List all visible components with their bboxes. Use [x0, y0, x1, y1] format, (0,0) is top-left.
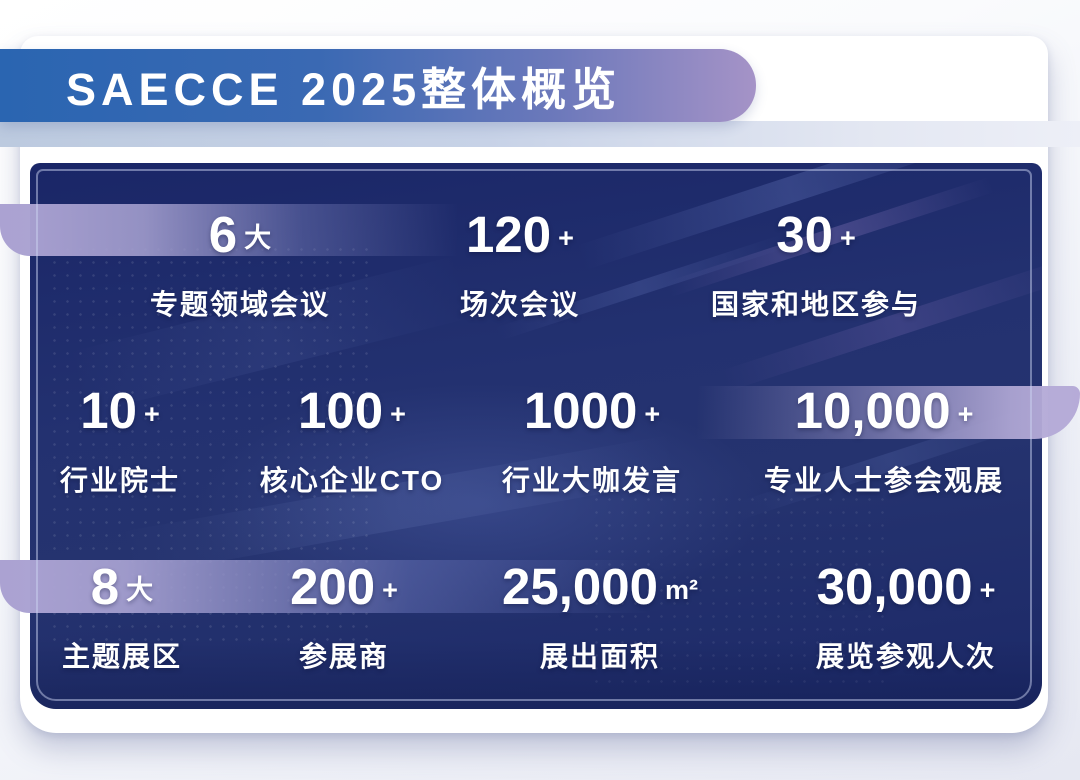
stat-value: 10 + — [80, 382, 160, 439]
stat-exhibition-visitors: 30,000 + 展览参观人次 — [816, 560, 996, 675]
bottom-vignette — [30, 639, 1042, 709]
stat-suffix: + — [839, 223, 856, 253]
stat-label: 核心企业CTO — [259, 465, 445, 496]
highlight-band-row1 — [0, 204, 655, 256]
stat-suffix: + — [143, 399, 160, 429]
stat-industry-leader-speakers: 1000 + 行业大咖发言 — [502, 384, 682, 499]
highlight-band-row2 — [696, 386, 1080, 439]
stat-suffix: + — [644, 399, 661, 429]
stat-industry-academicians: 10 + 行业院士 — [60, 384, 180, 499]
page-title: SAECCE 2025整体概览 — [66, 64, 622, 115]
stat-value: 1000 + — [523, 382, 661, 439]
stat-label: 行业大咖发言 — [501, 465, 683, 496]
stat-conference-sessions: 120 + 场次会议 — [460, 208, 580, 323]
stat-suffix: 大 — [126, 575, 154, 605]
stat-suffix: m² — [665, 575, 698, 605]
banner-underline-strip — [0, 121, 1080, 147]
stat-label: 国家和地区参与 — [710, 289, 922, 320]
stat-label: 展览参观人次 — [815, 641, 997, 672]
title-banner: SAECCE 2025整体概览 — [0, 49, 756, 122]
stat-suffix: + — [957, 399, 974, 429]
stat-suffix: + — [558, 223, 574, 253]
stat-value: 100 + — [298, 382, 406, 439]
stat-exhibition-area: 25,000 m² 展出面积 — [502, 560, 698, 675]
stat-value: 120 + — [466, 206, 574, 263]
stat-value: 25,000 m² — [502, 558, 698, 615]
stat-label: 参展商 — [298, 641, 389, 672]
stat-suffix: + — [390, 399, 406, 429]
stat-suffix: + — [979, 575, 996, 605]
stat-professional-attendees: 10,000 + 专业人士参会观展 — [764, 384, 1004, 499]
stat-suffix: + — [382, 575, 398, 605]
stat-countries-regions: 30 + 国家和地区参与 — [711, 208, 921, 323]
stat-exhibitors: 200 + 参展商 — [290, 560, 398, 675]
highlight-band-row3 — [0, 560, 790, 613]
stat-label: 专题领域会议 — [149, 289, 331, 320]
stat-value: 30 + — [776, 206, 856, 263]
stat-core-enterprise-ctos: 100 + 核心企业CTO — [260, 384, 445, 499]
stat-label: 展出面积 — [539, 641, 660, 672]
stat-value: 30,000 + — [816, 558, 996, 615]
stat-label: 行业院士 — [59, 465, 181, 496]
stat-label: 主题展区 — [61, 641, 183, 672]
stat-suffix: 大 — [244, 223, 272, 253]
stat-label: 专业人士参会观展 — [763, 465, 1005, 496]
stat-label: 场次会议 — [459, 289, 581, 320]
stat-value: 10,000 + — [794, 382, 974, 439]
stat-value: 200 + — [290, 558, 398, 615]
